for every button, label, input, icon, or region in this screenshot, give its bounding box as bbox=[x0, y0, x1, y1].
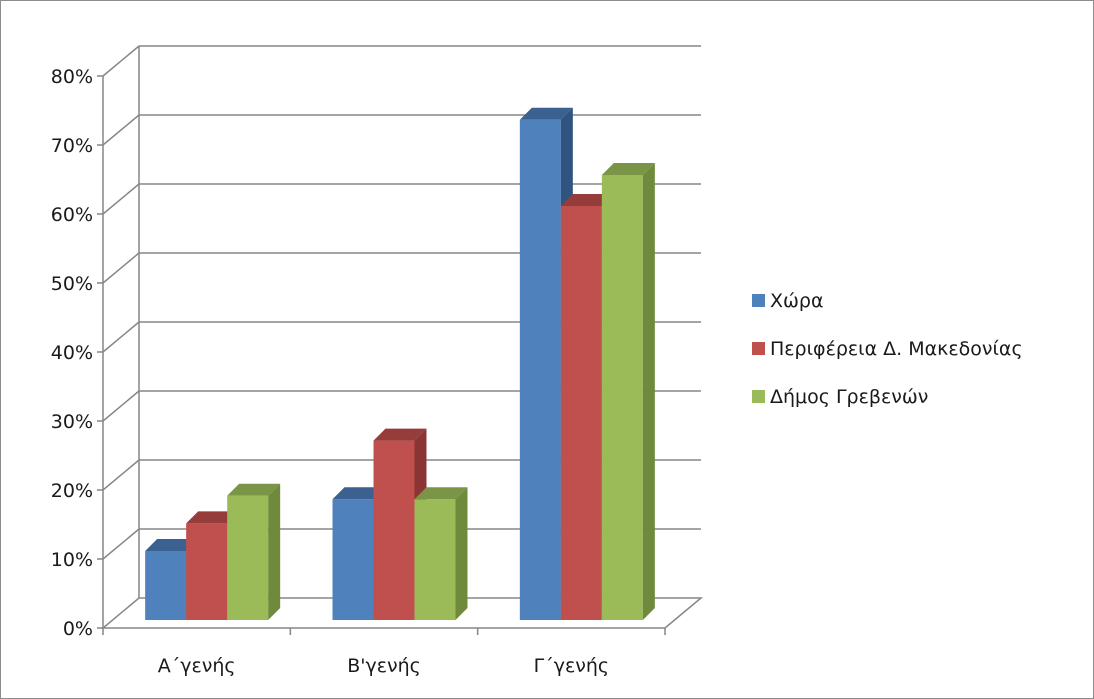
bar bbox=[227, 483, 281, 620]
bar-top bbox=[601, 162, 655, 175]
bar bbox=[601, 162, 655, 620]
y-tick-label: 60% bbox=[51, 204, 93, 226]
bar-front bbox=[332, 499, 374, 620]
x-tick-label: Β'γενής bbox=[347, 655, 421, 677]
gridline-side bbox=[102, 183, 140, 215]
axes bbox=[97, 46, 704, 635]
bars bbox=[145, 107, 655, 620]
x-axis-tick-labels: Α΄γενής Β'γενής Γ΄γενής bbox=[158, 655, 609, 677]
legend-swatch bbox=[752, 294, 765, 307]
bar-top bbox=[227, 483, 281, 496]
x-tick-label: Γ΄γενής bbox=[534, 655, 609, 677]
bar-front bbox=[560, 206, 602, 620]
gridline-side bbox=[102, 114, 140, 146]
bar bbox=[414, 487, 468, 620]
gridline-side bbox=[102, 528, 140, 560]
bar-side bbox=[455, 487, 468, 620]
y-tick-label: 10% bbox=[51, 549, 93, 571]
bar-top bbox=[145, 539, 199, 551]
bar-side bbox=[268, 483, 281, 620]
bar-top bbox=[373, 428, 427, 441]
bar-front bbox=[186, 523, 228, 620]
y-tick-label: 40% bbox=[51, 342, 93, 364]
bar-side bbox=[642, 162, 655, 620]
bar-top bbox=[332, 487, 386, 500]
bar bbox=[560, 194, 614, 620]
bar-front bbox=[227, 495, 269, 620]
legend-label: Περιφέρεια Δ. Μακεδονίας bbox=[770, 338, 1023, 360]
y-axis-tick-labels: 0% 10% 20% 30% 40% 50% 60% 70% 80% bbox=[51, 66, 93, 640]
legend: Χώρα Περιφέρεια Δ. Μακεδονίας Δήμος Γρεβεν… bbox=[752, 290, 1023, 408]
bar-top bbox=[186, 511, 240, 524]
bar-front bbox=[145, 551, 187, 620]
y-tick-label: 80% bbox=[51, 66, 93, 88]
bar-front bbox=[373, 440, 415, 620]
bar-front bbox=[519, 119, 561, 620]
bar-front bbox=[414, 499, 456, 620]
y-tick-label: 30% bbox=[51, 411, 93, 433]
gridline-side bbox=[102, 252, 140, 284]
gridline-side bbox=[102, 321, 140, 353]
y-tick-label: 20% bbox=[51, 480, 93, 502]
bar-front bbox=[601, 174, 643, 620]
bar-top bbox=[519, 107, 573, 120]
bar bbox=[373, 428, 427, 620]
y-tick-label: 50% bbox=[51, 273, 93, 295]
y-tick-label: 0% bbox=[63, 618, 93, 640]
legend-swatch bbox=[752, 342, 765, 355]
gridline-side bbox=[102, 459, 140, 491]
x-tick-label: Α΄γενής bbox=[158, 655, 236, 677]
legend-label: Χώρα bbox=[770, 290, 824, 312]
gridline-side bbox=[102, 390, 140, 422]
y-tick-label: 70% bbox=[51, 135, 93, 157]
bar-top bbox=[560, 194, 614, 206]
bar-top bbox=[414, 487, 468, 500]
legend-swatch bbox=[752, 390, 765, 403]
legend-label: Δήμος Γρεβενών bbox=[770, 386, 928, 408]
gridline-side bbox=[102, 45, 140, 77]
